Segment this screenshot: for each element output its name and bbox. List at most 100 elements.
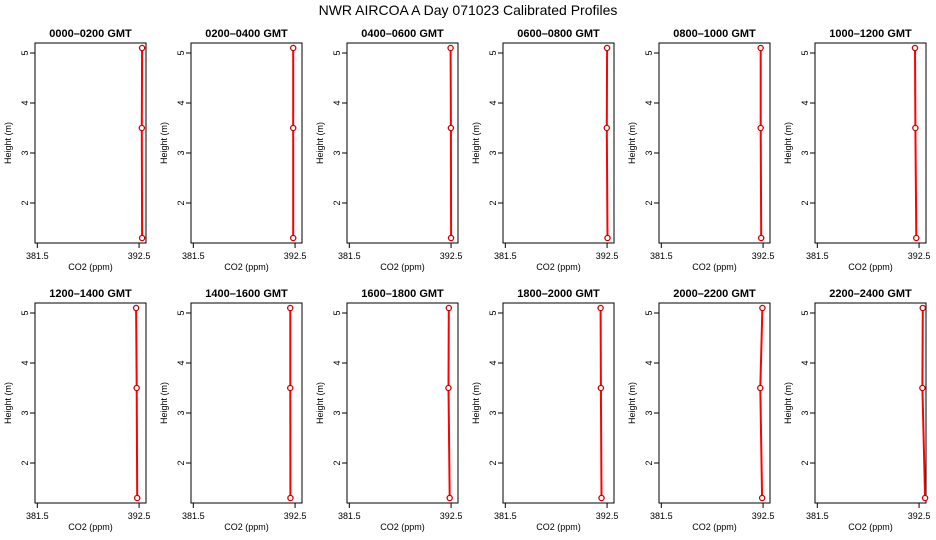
x-tick-label: 392.5	[284, 511, 307, 521]
x-tick-label: 381.5	[26, 251, 49, 261]
panel-11: 2200–2400 GMT 381.5 392.5 2 3 4 5 CO2 (ppm) Heig…	[783, 288, 930, 532]
data-point	[597, 384, 605, 392]
data-point	[447, 44, 454, 52]
y-tick-label: 3	[20, 410, 30, 415]
x-tick-label: 381.5	[806, 251, 829, 261]
y-tick-label: 2	[20, 460, 30, 465]
y-axis-label: Height (m)	[315, 122, 325, 164]
data-point	[911, 44, 919, 52]
x-tick-label: 392.5	[596, 511, 619, 521]
plot-frame	[190, 302, 303, 504]
data-point	[289, 124, 297, 132]
panel-6: 1200–1400 GMT 381.5 392.5 2 3 4 5 CO2 (ppm) Heig…	[3, 288, 150, 532]
panel-title: 1000–1200 GMT	[829, 28, 912, 40]
data-point	[758, 494, 766, 502]
plot-frame	[502, 42, 615, 244]
data-point	[138, 234, 146, 242]
y-tick-label: 5	[20, 310, 30, 315]
y-tick-label: 3	[800, 410, 810, 415]
y-tick-label: 4	[332, 360, 342, 365]
data-point	[446, 494, 453, 502]
panel-title: 1800–2000 GMT	[517, 288, 600, 300]
plot-frame	[658, 302, 771, 504]
x-tick-label: 381.5	[650, 251, 673, 261]
y-tick-label: 3	[644, 410, 654, 415]
figure-title: NWR AIRCOA A Day 071023 Calibrated Profi…	[318, 2, 618, 18]
y-tick-label: 4	[20, 360, 30, 365]
profile-line	[914, 47, 918, 239]
y-tick-label: 5	[644, 310, 654, 315]
y-tick-label: 4	[176, 360, 186, 365]
y-tick-label: 5	[644, 50, 654, 55]
plot-frame	[502, 302, 615, 504]
x-axis-label: CO2 (ppm)	[848, 522, 893, 532]
data-point	[919, 304, 927, 312]
profile-line	[599, 307, 603, 499]
data-point	[138, 124, 146, 132]
plot-frame	[190, 42, 303, 244]
x-tick-label: 392.5	[284, 251, 307, 261]
y-tick-label: 2	[800, 200, 810, 205]
plot-frame	[658, 42, 771, 244]
profile-line	[605, 47, 609, 239]
x-tick-label: 392.5	[440, 251, 463, 261]
x-tick-label: 392.5	[908, 511, 931, 521]
y-tick-label: 5	[20, 50, 30, 55]
x-axis-label: CO2 (ppm)	[380, 522, 425, 532]
y-tick-label: 4	[176, 100, 186, 105]
panel-title: 2200–2400 GMT	[829, 288, 912, 300]
y-axis-label: Height (m)	[3, 122, 13, 164]
plot-frame	[346, 302, 459, 504]
plot-frame	[814, 42, 927, 244]
panel-title: 0000–0200 GMT	[49, 28, 132, 40]
panel-3: 0600–0800 GMT 381.5 392.5 2 3 4 5 CO2 (ppm) Heig…	[471, 28, 618, 272]
y-tick-label: 5	[800, 50, 810, 55]
x-tick-label: 381.5	[338, 251, 361, 261]
data-point	[921, 494, 929, 502]
x-axis-label: CO2 (ppm)	[224, 262, 269, 272]
data-point	[133, 384, 140, 392]
y-tick-label: 2	[20, 200, 30, 205]
data-point	[445, 304, 453, 312]
x-tick-label: 381.5	[650, 511, 673, 521]
y-tick-label: 2	[644, 200, 654, 205]
y-tick-label: 2	[488, 200, 498, 205]
y-axis-label: Height (m)	[3, 382, 13, 424]
data-point	[289, 44, 297, 52]
y-axis-label: Height (m)	[783, 382, 793, 424]
y-axis-label: Height (m)	[471, 122, 481, 164]
panel-title: 1400–1600 GMT	[205, 288, 288, 300]
x-axis-label: CO2 (ppm)	[68, 262, 113, 272]
panel-title: 0400–0600 GMT	[361, 28, 444, 40]
y-tick-label: 4	[20, 100, 30, 105]
profile-line	[921, 307, 927, 499]
y-tick-label: 3	[20, 150, 30, 155]
x-axis-label: CO2 (ppm)	[380, 262, 425, 272]
data-point	[133, 494, 141, 502]
panel-10: 2000–2200 GMT 381.5 392.5 2 3 4 5 CO2 (ppm) Heig…	[627, 288, 774, 532]
panel-title: 1600–1800 GMT	[361, 288, 444, 300]
y-tick-label: 3	[800, 150, 810, 155]
data-point	[604, 234, 611, 242]
y-tick-label: 4	[644, 100, 654, 105]
x-tick-label: 381.5	[494, 251, 517, 261]
y-tick-label: 4	[644, 360, 654, 365]
y-tick-label: 5	[176, 310, 186, 315]
y-axis-label: Height (m)	[159, 122, 169, 164]
profile-line	[447, 307, 451, 499]
x-tick-label: 392.5	[596, 251, 619, 261]
y-tick-label: 4	[800, 360, 810, 365]
data-point	[447, 234, 455, 242]
data-point	[603, 124, 611, 132]
y-tick-label: 2	[332, 460, 342, 465]
y-tick-label: 5	[488, 50, 498, 55]
x-axis-label: CO2 (ppm)	[848, 262, 893, 272]
x-tick-label: 381.5	[494, 511, 517, 521]
y-tick-label: 4	[488, 100, 498, 105]
plot-frame	[814, 302, 927, 504]
profile-line	[135, 307, 139, 499]
panel-title: 1200–1400 GMT	[49, 288, 132, 300]
x-tick-label: 392.5	[128, 511, 151, 521]
panel-8: 1600–1800 GMT 381.5 392.5 2 3 4 5 CO2 (ppm) Heig…	[315, 288, 462, 532]
